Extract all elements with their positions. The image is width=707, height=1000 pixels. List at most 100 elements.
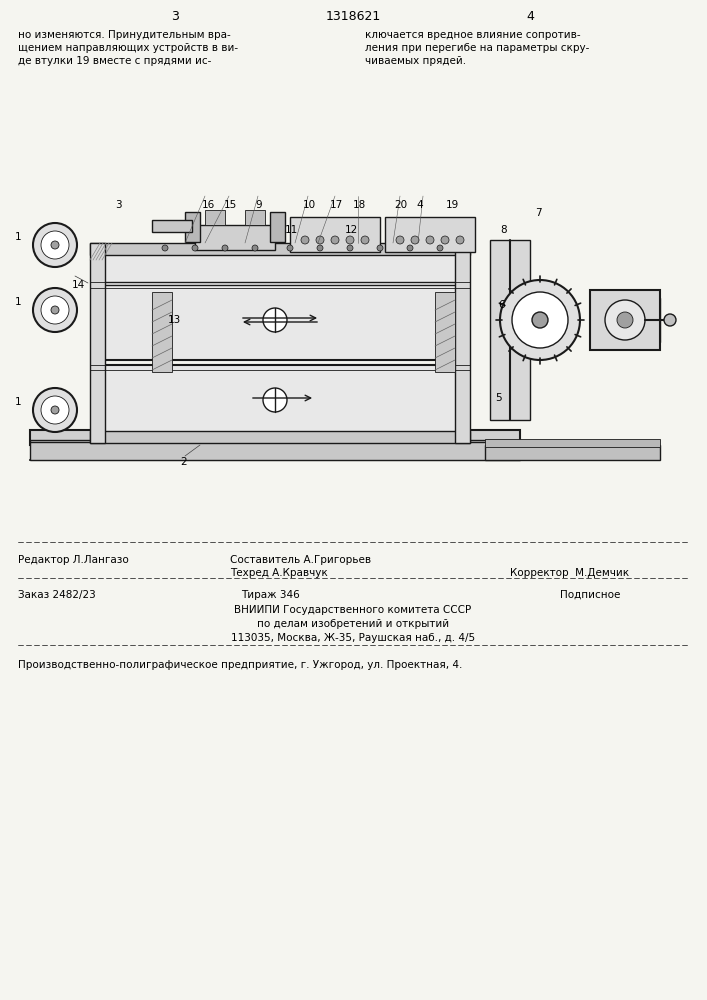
Text: 113035, Москва, Ж-35, Раушская наб., д. 4/5: 113035, Москва, Ж-35, Раушская наб., д. … bbox=[231, 633, 475, 643]
Bar bbox=[455, 243, 470, 443]
Circle shape bbox=[411, 236, 419, 244]
Circle shape bbox=[441, 236, 449, 244]
Text: Редактор Л.Лангазо: Редактор Л.Лангазо bbox=[18, 555, 129, 565]
Circle shape bbox=[347, 245, 353, 251]
Circle shape bbox=[162, 245, 168, 251]
Circle shape bbox=[500, 280, 580, 360]
Circle shape bbox=[41, 296, 69, 324]
Text: 4: 4 bbox=[526, 10, 534, 23]
Circle shape bbox=[361, 236, 369, 244]
Circle shape bbox=[346, 236, 354, 244]
Text: по делам изобретений и открытий: по делам изобретений и открытий bbox=[257, 619, 449, 629]
Text: 10: 10 bbox=[303, 200, 316, 210]
Text: чиваемых прядей.: чиваемых прядей. bbox=[365, 56, 466, 66]
Text: Корректор  М.Демчик: Корректор М.Демчик bbox=[510, 568, 629, 578]
Text: 1: 1 bbox=[15, 232, 21, 242]
Text: Заказ 2482/23: Заказ 2482/23 bbox=[18, 590, 95, 600]
Text: 20: 20 bbox=[394, 200, 407, 210]
Bar bbox=[90, 243, 470, 255]
Text: но изменяются. Принудительным вра-: но изменяются. Принудительным вра- bbox=[18, 30, 230, 40]
Circle shape bbox=[41, 396, 69, 424]
Circle shape bbox=[51, 406, 59, 414]
Text: 2: 2 bbox=[180, 457, 187, 467]
Text: 1318621: 1318621 bbox=[325, 10, 380, 23]
Circle shape bbox=[317, 245, 323, 251]
Text: 5: 5 bbox=[495, 393, 502, 403]
Circle shape bbox=[396, 236, 404, 244]
Text: 17: 17 bbox=[330, 200, 344, 210]
Circle shape bbox=[664, 314, 676, 326]
Text: 14: 14 bbox=[72, 280, 86, 290]
Bar bbox=[245, 210, 265, 225]
Text: ключается вредное влияние сопротив-: ключается вредное влияние сопротив- bbox=[365, 30, 580, 40]
Circle shape bbox=[33, 388, 77, 432]
Circle shape bbox=[252, 245, 258, 251]
Text: 1: 1 bbox=[15, 397, 21, 407]
Circle shape bbox=[33, 223, 77, 267]
Text: 12: 12 bbox=[345, 225, 358, 235]
Circle shape bbox=[41, 231, 69, 259]
Bar bbox=[185, 212, 200, 242]
Bar bbox=[30, 430, 520, 445]
Bar bbox=[485, 445, 660, 460]
Circle shape bbox=[301, 236, 309, 244]
Text: Составитель А.Григорьев: Составитель А.Григорьев bbox=[230, 555, 371, 565]
Bar bbox=[152, 292, 172, 372]
Bar bbox=[152, 220, 192, 232]
Bar bbox=[485, 439, 660, 447]
Bar bbox=[590, 290, 660, 350]
Text: 18: 18 bbox=[353, 200, 366, 210]
Text: ВНИИПИ Государственного комитета СССР: ВНИИПИ Государственного комитета СССР bbox=[235, 605, 472, 615]
Text: щением направляющих устройств в ви-: щением направляющих устройств в ви- bbox=[18, 43, 238, 53]
Circle shape bbox=[532, 312, 548, 328]
Text: 9: 9 bbox=[255, 200, 262, 210]
Text: 3: 3 bbox=[115, 200, 122, 210]
Bar bbox=[30, 440, 520, 460]
Circle shape bbox=[287, 245, 293, 251]
Bar bbox=[270, 212, 285, 242]
Text: 16: 16 bbox=[202, 200, 215, 210]
Bar bbox=[195, 225, 275, 250]
Bar bbox=[385, 217, 475, 252]
Text: 6: 6 bbox=[498, 300, 505, 310]
Bar bbox=[100, 250, 460, 360]
Circle shape bbox=[437, 245, 443, 251]
Bar bbox=[90, 431, 470, 443]
Text: 7: 7 bbox=[535, 208, 542, 218]
Bar bbox=[205, 210, 225, 225]
Bar bbox=[435, 292, 455, 372]
Circle shape bbox=[605, 300, 645, 340]
Text: Техред А.Кравчук: Техред А.Кравчук bbox=[230, 568, 328, 578]
Circle shape bbox=[263, 308, 287, 332]
Circle shape bbox=[51, 306, 59, 314]
Circle shape bbox=[377, 245, 383, 251]
Circle shape bbox=[512, 292, 568, 348]
Bar bbox=[100, 365, 460, 440]
Circle shape bbox=[263, 388, 287, 412]
Text: де втулки 19 вместе с прядями ис-: де втулки 19 вместе с прядями ис- bbox=[18, 56, 211, 66]
Text: 15: 15 bbox=[224, 200, 238, 210]
Text: ления при перегибе на параметры скру-: ления при перегибе на параметры скру- bbox=[365, 43, 590, 53]
Text: 4: 4 bbox=[416, 200, 423, 210]
Circle shape bbox=[192, 245, 198, 251]
Text: 19: 19 bbox=[446, 200, 460, 210]
Circle shape bbox=[222, 245, 228, 251]
Text: 11: 11 bbox=[285, 225, 298, 235]
Bar bbox=[90, 243, 105, 443]
Bar bbox=[490, 240, 530, 420]
Text: Производственно-полиграфическое предприятие, г. Ужгород, ул. Проектная, 4.: Производственно-полиграфическое предприя… bbox=[18, 660, 462, 670]
Circle shape bbox=[33, 288, 77, 332]
Text: 1: 1 bbox=[15, 297, 21, 307]
Circle shape bbox=[456, 236, 464, 244]
Circle shape bbox=[331, 236, 339, 244]
Circle shape bbox=[407, 245, 413, 251]
Bar bbox=[290, 217, 380, 252]
Circle shape bbox=[617, 312, 633, 328]
Circle shape bbox=[316, 236, 324, 244]
Circle shape bbox=[426, 236, 434, 244]
Text: Тираж 346: Тираж 346 bbox=[240, 590, 299, 600]
Text: 8: 8 bbox=[500, 225, 507, 235]
Text: Подписное: Подписное bbox=[560, 590, 620, 600]
Text: 3: 3 bbox=[171, 10, 179, 23]
Text: 13: 13 bbox=[168, 315, 181, 325]
